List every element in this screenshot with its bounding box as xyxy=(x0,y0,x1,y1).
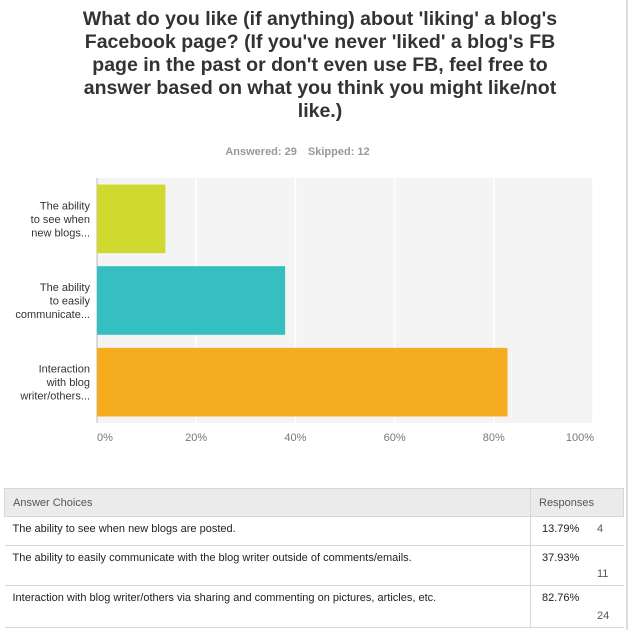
header-responses: Responses xyxy=(530,488,624,517)
answer-choice: Interaction with blog writer/others via … xyxy=(4,585,531,628)
response-percent: 82.76% xyxy=(542,592,580,604)
category-label-line: The ability xyxy=(40,200,91,212)
category-label-line: with blog xyxy=(46,377,90,389)
category-label: The ability to see when new blogs... xyxy=(31,200,91,239)
category-label-line: to easily xyxy=(50,296,91,308)
skipped-count: Skipped: 12 xyxy=(307,146,370,158)
x-tick-label: 60% xyxy=(384,432,406,444)
category-label-line: The ability xyxy=(40,282,91,294)
bar[interactable] xyxy=(97,184,166,254)
response-cell: 82.76% 24 xyxy=(530,585,624,628)
x-tick-label: 20% xyxy=(185,432,207,444)
category-label: The ability to easily communicate... xyxy=(15,282,90,321)
x-tick-label: 0% xyxy=(97,432,113,444)
question-title: What do you like (if anything) about 'li… xyxy=(82,8,558,122)
x-tick-label: 40% xyxy=(284,432,306,444)
category-labels: The ability to see when new blogs...The ab… xyxy=(15,200,90,402)
response-cell: 13.79% 4 xyxy=(530,516,624,546)
response-cell: 37.93% 11 xyxy=(530,545,624,586)
bar[interactable] xyxy=(97,266,286,335)
answered-count: Answered: 29 xyxy=(225,146,297,158)
x-tick-labels: 0% 20% 40% 60% 80% 100% xyxy=(97,432,594,444)
response-count: 24 xyxy=(597,610,610,622)
bar-chart: The ability to see when new blogs...The ab… xyxy=(15,178,594,444)
answer-choice: The ability to see when new blogs are po… xyxy=(4,516,531,546)
x-tick-label: 80% xyxy=(483,432,505,444)
response-percent: 37.93% xyxy=(542,552,580,564)
response-count: 4 xyxy=(597,523,604,535)
answer-choice: The ability to easily communicate with t… xyxy=(4,545,531,586)
header-answer-choices: Answer Choices xyxy=(4,488,531,517)
responses-table: Answer Choices Responses The ability to … xyxy=(4,488,624,628)
category-label-line: to see when xyxy=(31,214,90,226)
category-label-line: new blogs... xyxy=(31,227,90,239)
category-label-line: Interaction xyxy=(39,364,90,376)
x-tick-label: 100% xyxy=(566,432,594,444)
response-counts: Answered: 29 Skipped: 12 xyxy=(0,146,595,158)
table-row: The ability to easily communicate with t… xyxy=(4,545,624,586)
window-right-border xyxy=(626,0,628,630)
category-label-line: communicate... xyxy=(15,309,90,321)
category-label-line: writer/others... xyxy=(19,391,90,403)
table-row: Interaction with blog writer/others via … xyxy=(4,585,624,628)
bars xyxy=(97,184,508,417)
bar[interactable] xyxy=(97,347,508,417)
table-row: The ability to see when new blogs are po… xyxy=(4,516,624,546)
category-label: Interaction with blog writer/others... xyxy=(19,364,90,403)
response-percent: 13.79% xyxy=(542,523,580,535)
response-count: 11 xyxy=(597,568,609,580)
